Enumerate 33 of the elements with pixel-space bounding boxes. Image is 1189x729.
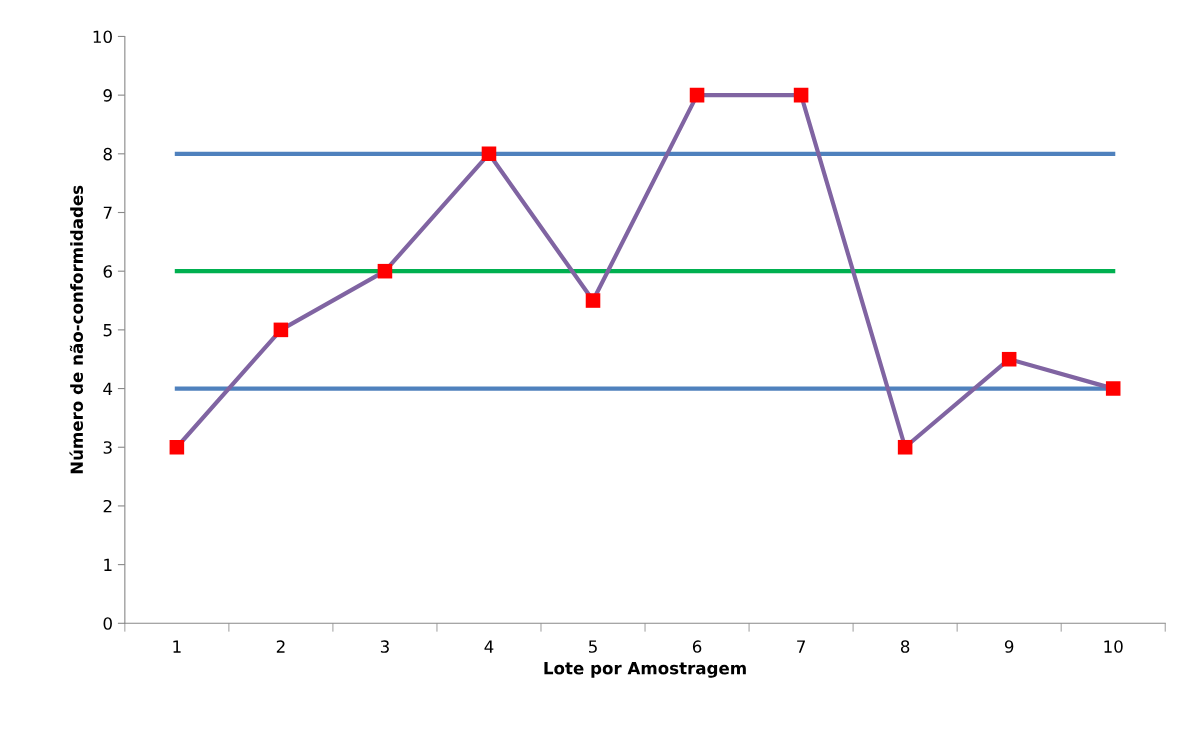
point xyxy=(793,87,809,103)
y-tick-label: 0 xyxy=(103,617,112,630)
x-tick-label: 7 xyxy=(797,640,805,653)
y-tick-label: 6 xyxy=(103,265,112,278)
y-tick-label: 1 xyxy=(104,558,112,571)
x-tick-label: 10 xyxy=(1104,640,1123,653)
x-tick-label: 5 xyxy=(589,640,597,653)
y-tick-label: 5 xyxy=(103,324,112,337)
x-tick-label: 6 xyxy=(692,640,702,653)
y-tick-label: 2 xyxy=(103,499,112,513)
y-tick-label: 9 xyxy=(103,89,112,102)
point xyxy=(377,263,393,279)
point xyxy=(1105,381,1121,396)
point xyxy=(897,439,913,455)
x-tick-label: 3 xyxy=(380,640,389,653)
y-tick-label: 10 xyxy=(93,30,112,44)
point xyxy=(169,439,185,455)
point xyxy=(585,293,601,308)
y-tick-label: 4 xyxy=(103,382,113,395)
y-tick-label: 3 xyxy=(103,441,112,454)
x-tick-label: 1 xyxy=(173,640,181,653)
point xyxy=(689,87,705,103)
y-tick-label: 8 xyxy=(103,147,112,161)
x-tick-label: 8 xyxy=(900,640,910,653)
y-axis-title: Número de não-conformidades xyxy=(69,185,84,474)
x-tick-label: 9 xyxy=(1004,640,1014,653)
point xyxy=(273,322,289,338)
x-tick-label: 2 xyxy=(276,640,285,653)
x-tick-label: 4 xyxy=(484,640,494,653)
point xyxy=(1001,351,1017,367)
point xyxy=(481,146,497,162)
x-axis-title: Lote por Amostragem xyxy=(544,662,746,678)
y-tick-label: 7 xyxy=(103,206,112,219)
